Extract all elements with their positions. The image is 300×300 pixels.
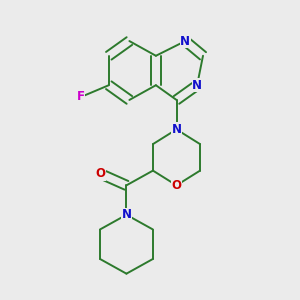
Text: N: N [122,208,131,221]
Text: O: O [95,167,105,180]
Text: N: N [180,34,190,48]
Text: N: N [192,79,202,92]
Text: O: O [172,179,182,192]
Text: N: N [172,123,182,136]
Text: F: F [77,91,85,103]
